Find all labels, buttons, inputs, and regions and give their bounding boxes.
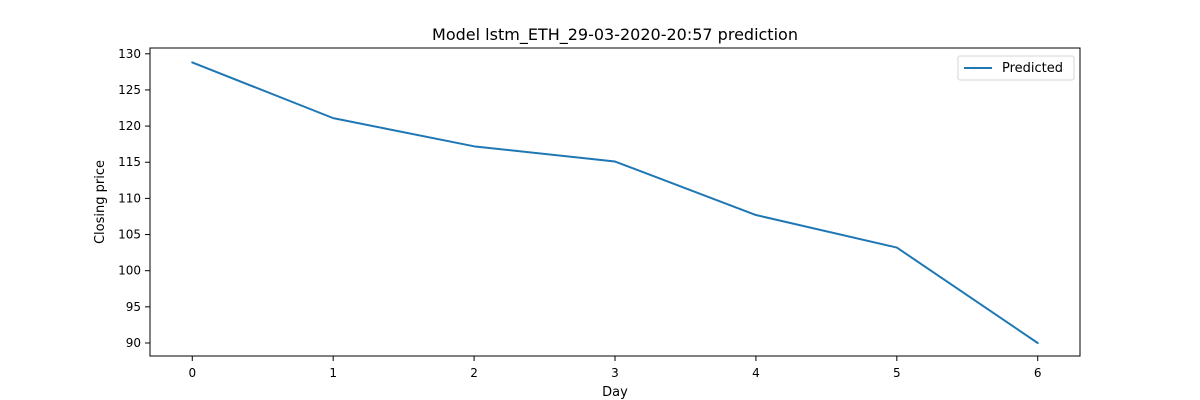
x-tick-label: 0 [188, 366, 196, 380]
x-tick-label: 4 [752, 366, 760, 380]
y-tick-label: 95 [126, 300, 141, 314]
y-tick-label: 110 [118, 191, 141, 205]
y-axis-ticks: 90 95 100 105 110 115 120 125 130 [118, 47, 150, 350]
x-tick-label: 5 [893, 366, 901, 380]
y-tick-label: 115 [118, 155, 141, 169]
y-tick-label: 130 [118, 47, 141, 61]
plot-area: 0 1 2 3 4 5 6 90 95 100 105 110 115 120 125 130 [118, 47, 1081, 380]
y-tick-label: 125 [118, 83, 141, 97]
y-tick-label: 120 [118, 119, 141, 133]
x-tick-label: 1 [329, 366, 337, 380]
x-tick-label: 6 [1034, 366, 1042, 380]
legend: Predicted [957, 55, 1075, 81]
chart-title: Model lstm_ETH_29-03-2020-20:57 predicti… [432, 25, 798, 45]
x-axis-ticks: 0 1 2 3 4 5 6 [188, 356, 1042, 380]
plot-frame [149, 47, 1081, 357]
x-tick-label: 2 [470, 366, 478, 380]
series-layer [191, 61, 1039, 344]
y-tick-label: 90 [126, 336, 141, 350]
x-tick-label: 3 [611, 366, 619, 380]
legend-box [957, 55, 1075, 81]
y-tick-label: 100 [118, 264, 141, 278]
y-axis-label: Closing price [93, 160, 108, 244]
x-axis-label: Day [602, 385, 628, 400]
legend-label-predicted: Predicted [1002, 61, 1063, 76]
series-line-predicted [191, 61, 1039, 344]
y-tick-label: 105 [118, 228, 141, 242]
